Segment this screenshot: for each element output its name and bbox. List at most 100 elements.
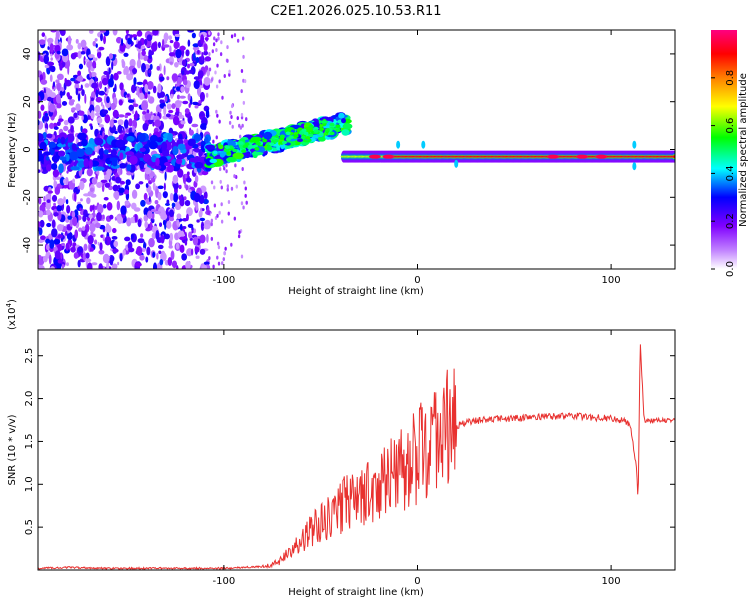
heatmap-cell (238, 141, 244, 145)
heatmap-cell (208, 67, 212, 72)
heatmap-cell (168, 209, 175, 217)
heatmap-cell (94, 112, 100, 116)
heatmap-cell (60, 252, 63, 260)
heatmap-cell (87, 190, 94, 197)
snr-panel: 0.5 1.0 1.5 2.0 2.5 -100 0 100 Height of strai… (5, 299, 676, 598)
heatmap-cell (226, 151, 232, 155)
heatmap-cell (129, 34, 133, 39)
heatmap-cell (148, 69, 152, 74)
heatmap-cell (46, 209, 51, 216)
heatmap-cell (216, 63, 219, 68)
heatmap-cell (245, 117, 248, 122)
heatmap-cell (243, 79, 247, 84)
heatmap-cell (98, 46, 105, 51)
heatmap-cell (194, 161, 204, 169)
heatmap-cell (146, 34, 153, 42)
heatmap-cell (98, 80, 103, 90)
colorbar: 0.0 0.2 0.4 0.6 0.8 Normalized spectral ampl… (711, 30, 749, 277)
heatmap-cell (213, 150, 218, 155)
heatmap-cell (50, 65, 56, 73)
heatmap-cell (125, 151, 135, 156)
heatmap-cell (205, 37, 208, 42)
heatmap-cell (144, 38, 148, 46)
heatmap-cell (136, 245, 143, 256)
heatmap-cell (51, 228, 58, 238)
heatmap-cell (77, 93, 81, 102)
heatmap-cell (241, 167, 244, 172)
heatmap-cell (46, 133, 53, 139)
heatmap-cell (134, 213, 138, 223)
heatmap-cell (95, 88, 99, 98)
heatmap-cell (101, 184, 105, 193)
heatmap-cell (239, 134, 242, 139)
heatmap-cell (117, 261, 120, 266)
heatmap-cell (193, 80, 200, 90)
heatmap-cell (185, 213, 189, 222)
heatmap-cell (213, 203, 217, 208)
heatmap-cell (61, 242, 66, 247)
heatmap-cell (57, 150, 66, 157)
heatmap-cell (218, 167, 222, 172)
heatmap-cell (215, 38, 218, 43)
heatmap-cell (53, 180, 56, 189)
heatmap-cell (184, 70, 191, 75)
heatmap-cell (210, 77, 214, 82)
heatmap-cell (220, 219, 224, 224)
heatmap-cell (151, 232, 157, 239)
heatmap-cell (222, 257, 225, 262)
heatmap-cell (142, 110, 147, 115)
heatmap-cell (241, 149, 247, 153)
heatmap-cell (211, 49, 215, 54)
heatmap-cell (181, 70, 185, 75)
heatmap-cell (111, 263, 118, 269)
heatmap-cell (218, 144, 224, 150)
heatmap-cell (187, 138, 196, 147)
heatmap-cell (241, 36, 245, 41)
heatmap-cell (127, 37, 132, 45)
heatmap-cell (132, 67, 138, 75)
heatmap-cell (179, 45, 186, 51)
heatmap-cell (200, 221, 205, 231)
heatmap-cell (114, 83, 117, 92)
heatmap-cell (301, 128, 307, 133)
heatmap-cell (279, 134, 285, 139)
heatmap-cell (80, 51, 86, 55)
heatmap-cell (56, 143, 66, 148)
heatmap-cell (157, 41, 161, 49)
heatmap-cell (98, 148, 104, 156)
heatmap-cell (49, 239, 55, 249)
heatmap-cell (226, 45, 229, 50)
heatmap-cell (137, 40, 142, 50)
heatmap-cell (200, 34, 205, 45)
heatmap-cell (159, 76, 165, 82)
heatmap-cell (236, 38, 240, 43)
heatmap-cell (48, 254, 52, 265)
heatmap-cell (102, 234, 105, 242)
heatmap-cell (183, 196, 187, 201)
heatmap-cell (229, 110, 232, 115)
heatmap-cell (203, 191, 208, 200)
heatmap-cell (158, 250, 162, 255)
heatmap-cell (126, 135, 135, 142)
heatmap-cell (66, 204, 71, 214)
heatmap-cell (94, 239, 98, 245)
heatmap-cell (81, 138, 88, 147)
heatmap-cell (172, 115, 180, 126)
heatmap-cell (223, 166, 226, 171)
heatmap-cell (66, 164, 74, 172)
heatmap-cell (148, 54, 152, 59)
heatmap-cell (115, 139, 125, 148)
heatmap-cell (55, 79, 60, 84)
heatmap-cell (115, 176, 122, 184)
heatmap-cell (242, 78, 245, 83)
heatmap-cell (145, 183, 149, 188)
heatmap-cell (220, 185, 223, 190)
heatmap-cell (228, 145, 234, 149)
heatmap-cell (230, 242, 233, 247)
heatmap-cell (187, 39, 191, 47)
heatmap-cell (112, 228, 117, 234)
heatmap-cell (72, 216, 78, 227)
snr-y-multiplier: (x104) (5, 299, 18, 330)
heatmap-cell (124, 200, 130, 206)
